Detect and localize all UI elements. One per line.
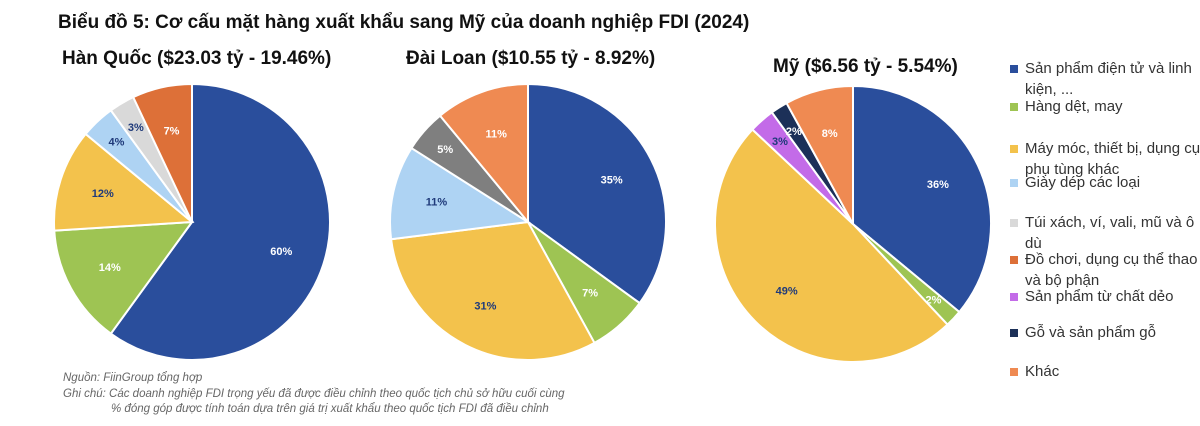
pie-title-taiwan: Đài Loan ($10.55 tỷ - 8.92%) bbox=[406, 48, 656, 69]
legend-item: Túi xách, ví, vali, mũ và ô dù bbox=[1010, 212, 1200, 254]
legend-label: Gỗ và sản phẩm gỗ bbox=[1025, 324, 1156, 341]
data-label: 8% bbox=[822, 128, 838, 140]
pie-title-korea: Hàn Quốc ($23.03 tỷ - 19.46%) bbox=[62, 48, 332, 69]
figure-title: Biểu đồ 5: Cơ cấu mặt hàng xuất khẩu san… bbox=[58, 12, 750, 33]
legend-label: Khác bbox=[1025, 363, 1060, 380]
legend-swatch bbox=[1010, 103, 1018, 111]
legend-label: Đồ chơi, dụng cụ thể thao và bộ phận bbox=[1025, 251, 1198, 289]
data-label: 60% bbox=[270, 246, 292, 258]
data-label: 4% bbox=[108, 137, 124, 149]
data-label: 36% bbox=[927, 179, 949, 191]
data-label: 3% bbox=[772, 136, 788, 148]
legend-item: Khác bbox=[1010, 361, 1200, 382]
pie-slice bbox=[389, 220, 596, 361]
legend-item: Hàng dệt, may bbox=[1010, 96, 1200, 117]
legend-label: Sản phẩm từ chất dẻo bbox=[1025, 288, 1174, 305]
legend-label: Sản phẩm điện tử và linh kiện, ... bbox=[1025, 60, 1192, 98]
note-line-2: % đóng góp được tính toán dựa trên giá t… bbox=[111, 403, 549, 415]
legend-swatch bbox=[1010, 179, 1018, 187]
pie-slice bbox=[527, 82, 667, 305]
pie-title-us: Mỹ ($6.56 tỷ - 5.54%) bbox=[773, 56, 958, 77]
legend-item: Máy móc, thiết bị, dụng cụ phụ tùng khác bbox=[1010, 138, 1200, 180]
note-line-1: Ghi chú: Các doanh nghiệp FDI trọng yếu … bbox=[63, 388, 565, 400]
pie-slice bbox=[53, 132, 195, 232]
legend-swatch bbox=[1010, 65, 1018, 73]
data-label: 35% bbox=[601, 174, 623, 186]
source-note: Nguồn: FiinGroup tổng hợp bbox=[63, 372, 203, 384]
pie-slice bbox=[53, 220, 195, 336]
pie-slice bbox=[852, 84, 992, 314]
legend-label: Giày dép các loại bbox=[1025, 174, 1141, 191]
legend-swatch bbox=[1010, 256, 1018, 264]
legend-label: Máy móc, thiết bị, dụng cụ phụ tùng khác bbox=[1025, 140, 1200, 178]
pie-slice bbox=[714, 128, 949, 363]
pie-slice bbox=[438, 82, 529, 225]
legend-swatch bbox=[1010, 329, 1018, 337]
data-label: 12% bbox=[92, 188, 114, 200]
legend-label: Hàng dệt, may bbox=[1025, 98, 1123, 115]
data-label: 3% bbox=[128, 122, 144, 134]
data-label: 11% bbox=[426, 197, 448, 209]
legend-swatch bbox=[1010, 145, 1018, 153]
legend-swatch bbox=[1010, 368, 1018, 376]
legend-item: Sản phẩm từ chất dẻo bbox=[1010, 286, 1200, 307]
data-label: 49% bbox=[776, 285, 798, 297]
data-label: 5% bbox=[437, 144, 453, 156]
legend-item: Sản phẩm điện tử và linh kiện, ... bbox=[1010, 58, 1200, 100]
data-label: 2% bbox=[786, 126, 802, 138]
legend-item: Giày dép các loại bbox=[1010, 172, 1200, 193]
pie-slice bbox=[785, 84, 854, 225]
data-label: 31% bbox=[474, 301, 496, 313]
legend-item: Đồ chơi, dụng cụ thể thao và bộ phận bbox=[1010, 249, 1200, 291]
pie-slice bbox=[131, 82, 193, 223]
legend-swatch bbox=[1010, 219, 1018, 227]
data-label: 7% bbox=[582, 287, 598, 299]
legend-item: Gỗ và sản phẩm gỗ bbox=[1010, 322, 1200, 343]
data-label: 7% bbox=[164, 125, 180, 137]
pie-slice bbox=[109, 82, 331, 361]
data-label: 2% bbox=[926, 295, 942, 307]
data-label: 11% bbox=[486, 129, 508, 141]
legend-swatch bbox=[1010, 293, 1018, 301]
legend-label: Túi xách, ví, vali, mũ và ô dù bbox=[1025, 214, 1195, 252]
pie-slice bbox=[389, 146, 531, 241]
data-label: 14% bbox=[99, 262, 121, 274]
